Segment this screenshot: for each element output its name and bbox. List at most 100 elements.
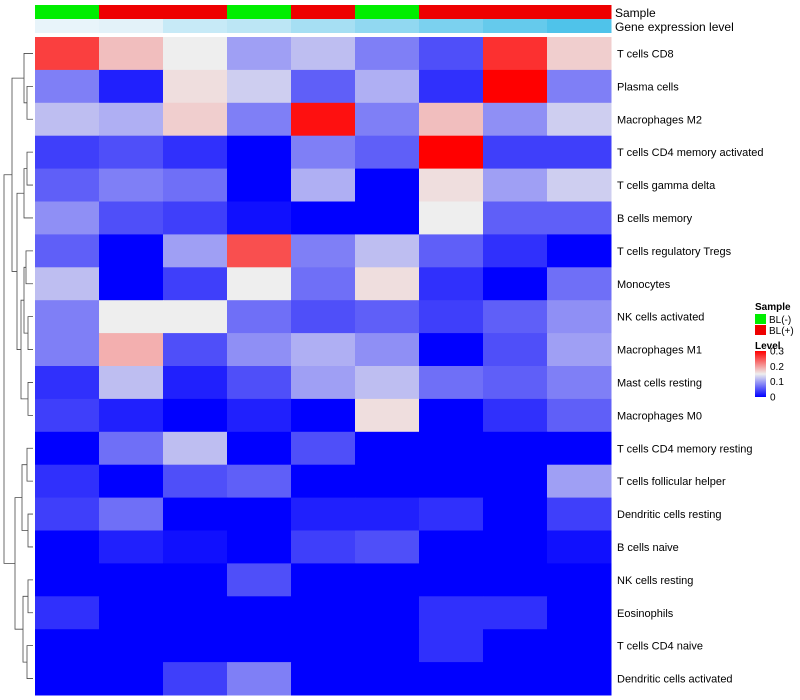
- legend: Sample BL(-) BL(+) Level 0.3 0.2 0.1 0: [755, 302, 794, 404]
- gene-level-annotation-cell: [163, 19, 228, 33]
- dendrogram-branch: [11, 77, 24, 272]
- heatmap-cell: [483, 530, 548, 564]
- heatmap-cell: [419, 201, 484, 235]
- heatmap-cell: [163, 366, 228, 400]
- heatmap-cell: [355, 398, 420, 433]
- heatmap-cell: [99, 168, 164, 202]
- heatmap-cell: [291, 201, 356, 235]
- heatmap-cell: [547, 333, 612, 367]
- heatmap-cell: [99, 366, 164, 400]
- heatmap-cell: [163, 201, 228, 235]
- row-label: Plasma cells: [617, 81, 679, 93]
- legend-swatch-bl-pos: [755, 325, 766, 335]
- row-labels: T cells CD8 Plasma cells Macrophages M2 T c…: [617, 48, 764, 685]
- heatmap-cell: [163, 300, 228, 334]
- heatmap-cell: [35, 168, 100, 202]
- heatmap-cell: [419, 300, 484, 334]
- heatmap-cell: [163, 563, 228, 597]
- legend-level-tick: 0: [770, 393, 776, 404]
- heatmap-cell: [227, 662, 292, 696]
- heatmap-cell: [227, 168, 292, 202]
- heatmap-cell: [99, 497, 164, 531]
- heatmap-cell: [99, 629, 164, 663]
- dendrogram-branch: [23, 168, 33, 219]
- heatmap-cell: [227, 69, 292, 104]
- heatmap-cell: [163, 431, 228, 466]
- heatmap-cell: [291, 431, 356, 466]
- heatmap-cell: [483, 135, 548, 170]
- heatmap-cell: [227, 234, 292, 268]
- heatmap-cell: [483, 563, 548, 597]
- heatmap-cell: [355, 69, 420, 104]
- heatmap-cell: [483, 366, 548, 400]
- heatmap-cell: [291, 662, 356, 696]
- heatmap-cells: [35, 37, 612, 696]
- sample-annotation-cell: [547, 5, 612, 19]
- dendrogram-branch: [27, 579, 33, 614]
- heatmap-cell: [163, 333, 228, 367]
- row-label: T cells CD4 naive: [617, 641, 703, 653]
- heatmap-cell: [355, 234, 420, 268]
- heatmap-cell: [419, 431, 484, 466]
- heatmap-cell: [419, 629, 484, 663]
- sample-annotation-cell: [291, 5, 356, 19]
- dendrogram-branch: [23, 53, 33, 104]
- heatmap-cell: [355, 596, 420, 630]
- legend-color-bar: [755, 351, 766, 397]
- sample-annotation-cell: [163, 5, 228, 19]
- heatmap-cell: [227, 201, 292, 235]
- gene-level-annotation-cell: [227, 19, 292, 33]
- heatmap-cell: [99, 300, 164, 334]
- dendrogram-branch: [26, 645, 33, 679]
- heatmap-cell: [419, 662, 484, 696]
- gene-level-annotation-cell: [291, 19, 356, 33]
- heatmap-cell: [99, 464, 164, 499]
- legend-level-title: Level: [755, 341, 781, 352]
- heatmap-cell: [35, 662, 100, 696]
- heatmap-cell: [35, 629, 100, 663]
- heatmap-cell: [227, 596, 292, 630]
- heatmap-cell: [483, 102, 548, 137]
- heatmap-cell: [227, 497, 292, 531]
- row-label: NK cells activated: [617, 312, 704, 324]
- heatmap-cell: [99, 234, 164, 268]
- heatmap-cell: [483, 201, 548, 235]
- heatmap-cell: [547, 234, 612, 268]
- heatmap-cell: [419, 497, 484, 531]
- heatmap-cell: [547, 662, 612, 696]
- row-label: NK cells resting: [617, 575, 693, 587]
- heatmap-cell: [419, 464, 484, 499]
- heatmap-cell: [227, 135, 292, 170]
- heatmap-cell: [483, 69, 548, 104]
- heatmap-cell: [291, 300, 356, 334]
- dendrogram-branch: [3, 174, 15, 564]
- heatmap-cell: [163, 234, 228, 268]
- heatmap-cell: [99, 398, 164, 433]
- legend-entry-bl-pos: BL(+): [769, 326, 794, 337]
- heatmap-cell: [419, 267, 484, 301]
- heatmap-cell: [291, 629, 356, 663]
- gene-level-annotation-cell: [483, 19, 548, 33]
- heatmap-cell: [35, 497, 100, 531]
- heatmap-cell: [483, 300, 548, 334]
- heatmap-cell: [227, 431, 292, 466]
- heatmap-cell: [291, 366, 356, 400]
- heatmap-cell: [163, 497, 228, 531]
- heatmap-cell: [163, 168, 228, 202]
- heatmap-cell: [483, 431, 548, 466]
- heatmap-cell: [35, 464, 100, 499]
- heatmap-cell: [163, 464, 228, 499]
- heatmap-cell: [291, 497, 356, 531]
- heatmap-cell: [483, 37, 548, 71]
- heatmap-cell: [547, 168, 612, 202]
- heatmap-cell: [355, 168, 420, 202]
- dendrogram-branch: [27, 513, 33, 548]
- heatmap-cell: [355, 366, 420, 400]
- heatmap-cell: [419, 333, 484, 367]
- heatmap-cell: [419, 530, 484, 564]
- heatmap-cell: [419, 102, 484, 137]
- heatmap-cell: [227, 267, 292, 301]
- dendrogram-branch: [27, 382, 33, 416]
- gene-level-annotation-cell: [35, 19, 100, 33]
- heatmap-cell: [291, 267, 356, 301]
